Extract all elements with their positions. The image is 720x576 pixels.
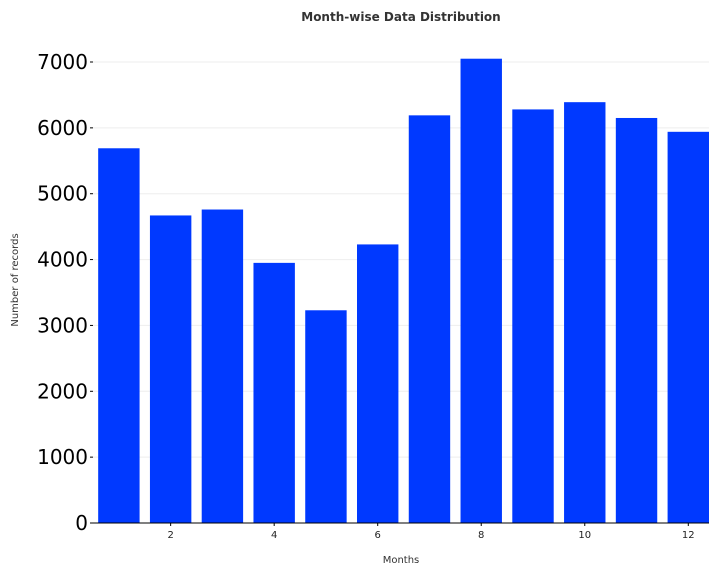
bar [408,115,451,523]
y-tick-label: 1000 [37,445,88,469]
bar [615,117,658,523]
y-axis-label: Number of records [10,233,21,326]
y-tick-label: 7000 [37,50,88,74]
bar [201,209,244,523]
bar [564,102,606,524]
bar [667,131,709,523]
y-tick-label: 3000 [37,313,88,337]
y-tick-label: 6000 [37,116,88,140]
chart-title: Month-wise Data Distribution [301,10,500,24]
x-tick-label: 6 [375,530,381,541]
y-tick-label: 0 [75,511,88,535]
bar [512,109,554,523]
bar [98,148,140,523]
y-tick-label: 4000 [37,248,88,272]
x-axis-label: Months [383,555,420,566]
bars [98,58,709,524]
bar [253,262,295,523]
y-tick-label: 5000 [37,182,88,206]
x-axis-ticks: 2 4 6 8 10 12 [167,523,695,541]
bar [149,215,192,523]
x-tick-label: 4 [271,530,277,541]
x-tick-label: 12 [682,530,695,541]
x-tick-label: 2 [167,530,173,541]
y-axis-ticks: 0 1000 2000 3000 4000 5000 6000 7000 [37,50,93,535]
bar [305,310,347,523]
x-tick-label: 8 [478,530,484,541]
x-tick-label: 10 [578,530,591,541]
bar [460,58,502,523]
y-tick-label: 2000 [37,379,88,403]
bar [357,244,399,523]
gridlines [93,61,709,458]
